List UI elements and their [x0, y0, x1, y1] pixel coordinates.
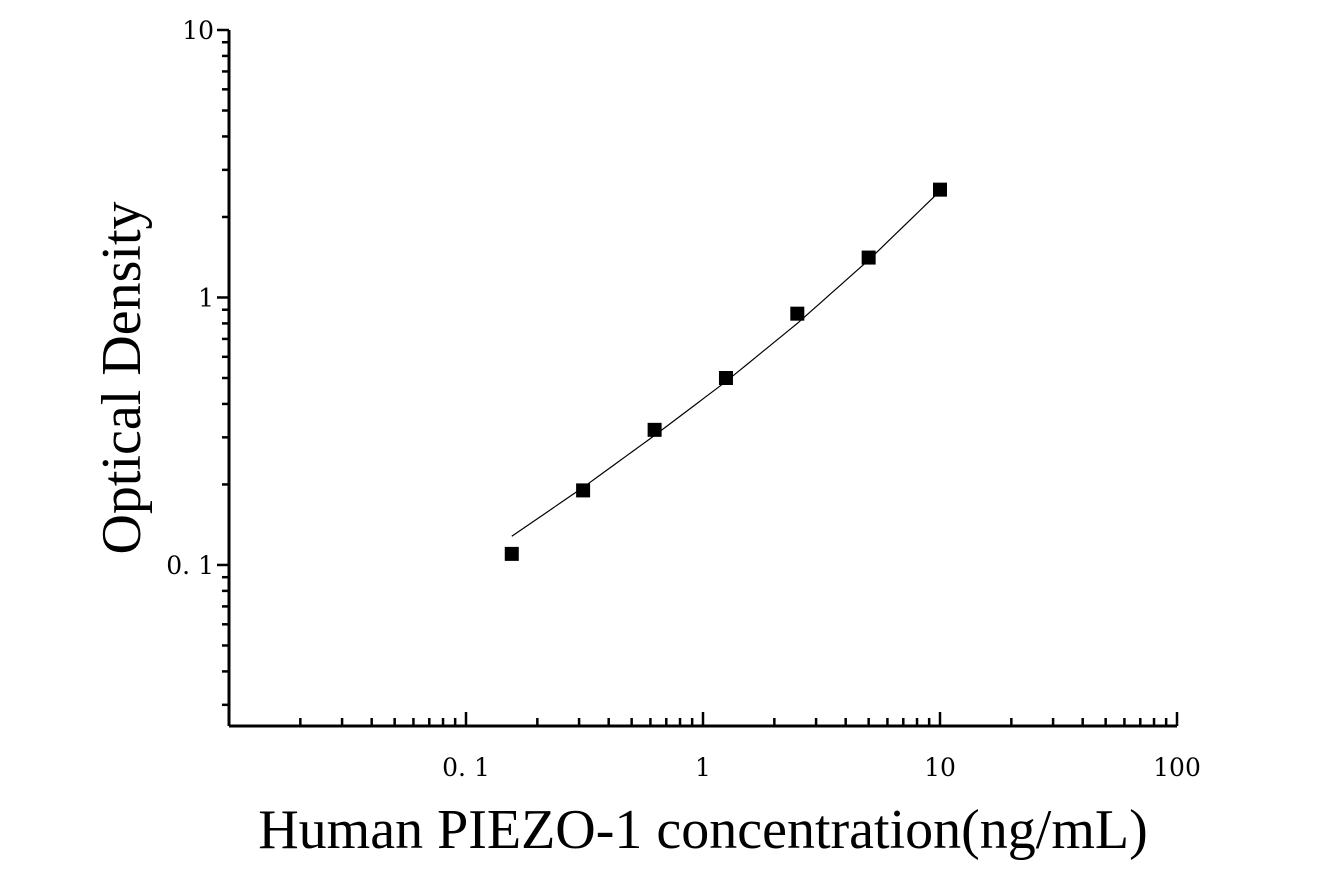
fit-curve [511, 190, 941, 537]
x-tick-label: 0. 1 [442, 753, 490, 782]
data-point [576, 483, 591, 498]
x-tick-labels: 0. 1 1 10 100 [442, 753, 1201, 782]
x-tick-label: 10 [924, 753, 956, 782]
data-point [933, 182, 947, 197]
y-axis-title: Optical Density [91, 201, 153, 554]
y-tick-labels: 0. 1 1 10 [166, 16, 214, 580]
x-tick-label: 100 [1153, 753, 1201, 782]
data-points [504, 182, 947, 561]
x-tick-label: 1 [695, 753, 711, 782]
axis-ticks [217, 28, 1179, 726]
x-axis-title: Human PIEZO-1 concentration(ng/mL) [258, 799, 1148, 861]
data-point [718, 371, 733, 385]
data-point [790, 306, 805, 321]
y-tick-label: 10 [182, 16, 214, 45]
data-point [504, 546, 519, 561]
y-tick-label: 0. 1 [166, 551, 214, 580]
y-tick-label: 1 [198, 283, 214, 312]
data-point [647, 422, 662, 437]
data-point [861, 250, 876, 265]
